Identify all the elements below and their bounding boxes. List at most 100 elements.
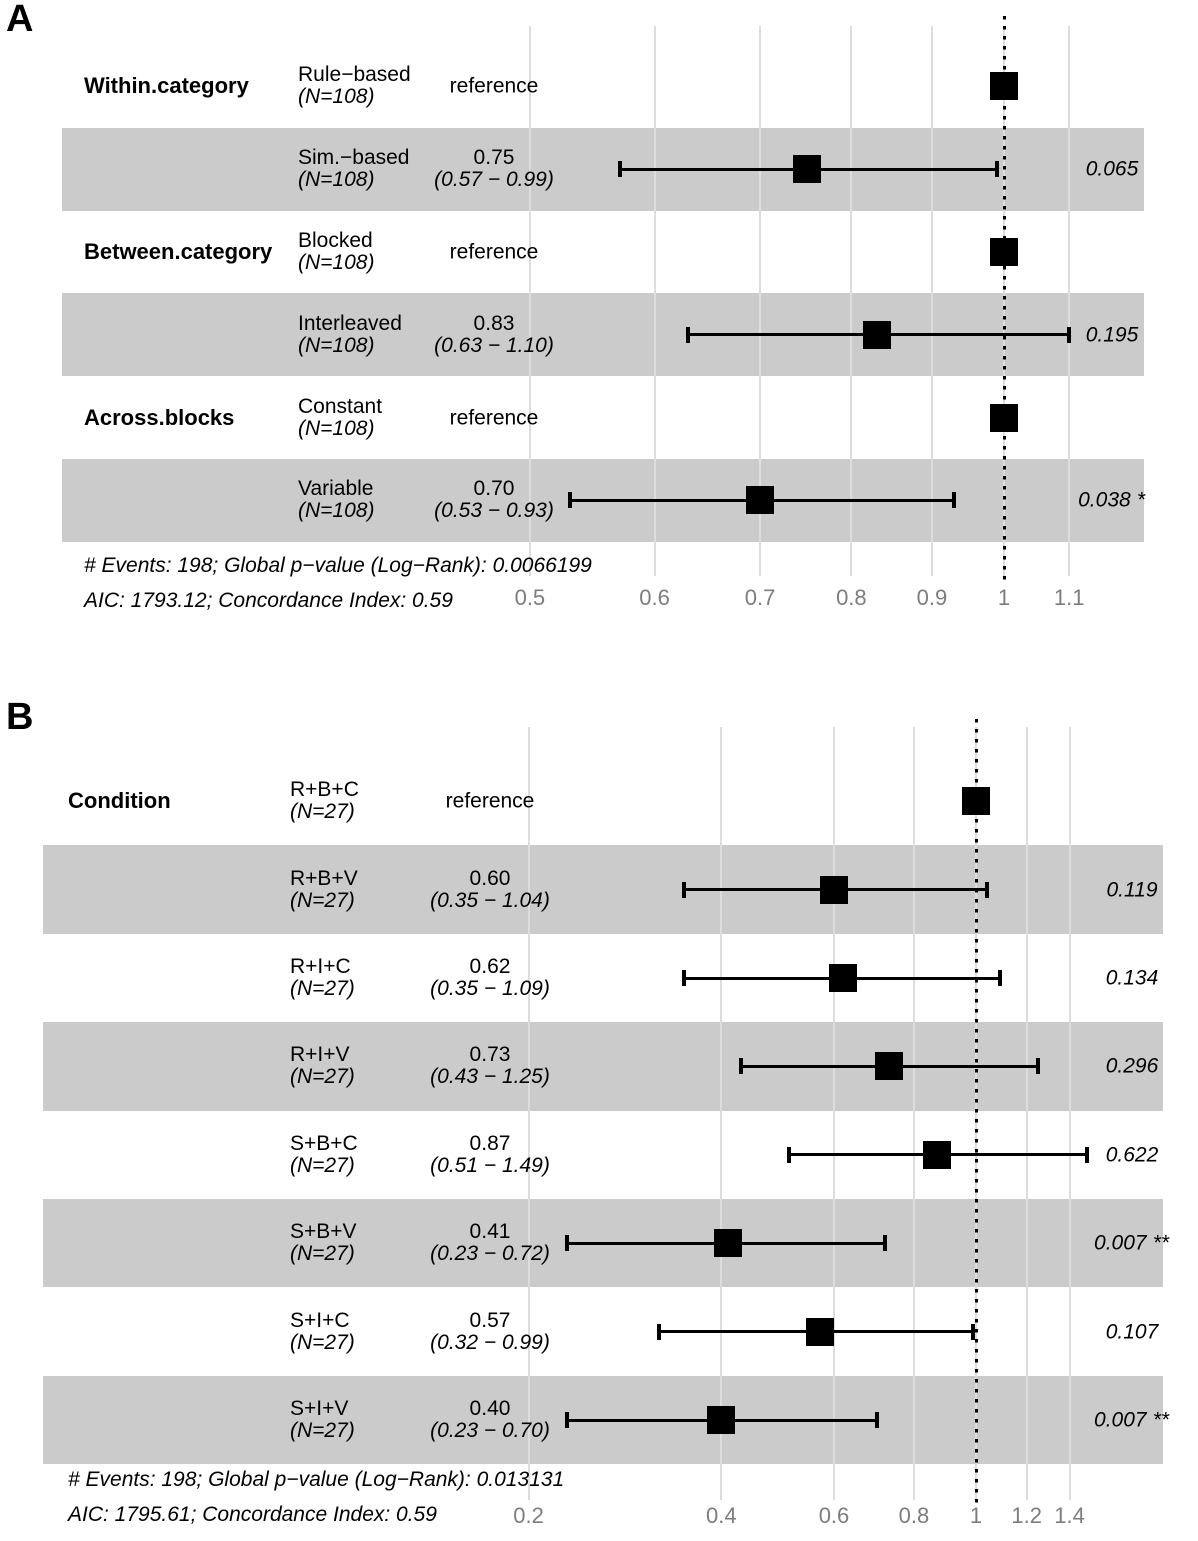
p-value-text: 0.007 — [1094, 1408, 1147, 1432]
level-name: Rule−based — [298, 63, 411, 87]
x-gridline — [1068, 727, 1071, 1500]
variable-name-label: Condition — [68, 788, 171, 814]
reference-estimate-label: reference — [449, 74, 539, 98]
x-axis-tick-label: 0.6 — [818, 1503, 850, 1528]
ci-upper-whisker — [995, 161, 1000, 178]
level-label: R+I+C (N=27) — [290, 956, 355, 1000]
level-name: S+B+V — [290, 1220, 357, 1244]
level-n-label: (N=27) — [290, 1330, 355, 1354]
p-value-text: 0.007 — [1094, 1231, 1147, 1255]
level-label: S+B+C (N=27) — [290, 1132, 358, 1177]
hr-ci-label: (0.35 − 1.09) — [430, 977, 550, 1000]
hr-value: 0.83 — [473, 311, 515, 335]
ci-lower-whisker — [739, 1058, 744, 1075]
significance-stars: ** — [1153, 1408, 1170, 1432]
x-gridline — [832, 727, 835, 1500]
hr-ci-label: (0.63 − 1.10) — [434, 333, 554, 357]
hr-value: 0.60 — [469, 866, 511, 890]
hr-ci-label: (0.35 − 1.04) — [430, 888, 550, 912]
hr-ci-label: (0.57 − 0.99) — [434, 168, 554, 192]
level-name: S+I+V — [290, 1397, 349, 1420]
x-gridline — [1025, 727, 1028, 1500]
level-n-label: (N=27) — [290, 1242, 355, 1266]
level-n-label: (N=108) — [298, 251, 375, 274]
level-label: R+B+V (N=27) — [290, 867, 358, 912]
level-name: Constant — [298, 394, 383, 418]
hr-point-marker — [862, 320, 891, 349]
hr-point-marker — [805, 1317, 834, 1346]
x-gridline — [1068, 26, 1071, 576]
hr-ci-label: (0.32 − 0.99) — [430, 1330, 550, 1354]
ci-lower-whisker — [565, 1412, 570, 1428]
ci-upper-whisker — [997, 970, 1002, 986]
p-value-text: 0.622 — [1105, 1143, 1159, 1167]
reference-estimate-label: reference — [449, 406, 539, 430]
hazard-ratio-label: 0.60 (0.35 − 1.04) — [430, 866, 550, 912]
x-axis-tick-label: 0.8 — [898, 1503, 930, 1528]
panel-a-events-footnote: # Events: 198; Global p−value (Log−Rank)… — [84, 554, 592, 577]
hr-point-marker — [874, 1052, 903, 1081]
level-n-label: (N=27) — [290, 1419, 355, 1442]
level-n-label: (N=108) — [298, 85, 375, 109]
hazard-ratio-label: 0.73 (0.43 − 1.25) — [430, 1044, 550, 1088]
level-label: R+B+C (N=27) — [290, 779, 359, 823]
hr-value: 0.87 — [469, 1131, 511, 1155]
p-value-label: 0.195 — [1086, 324, 1139, 345]
x-axis-tick-label: 1.4 — [1054, 1503, 1085, 1528]
p-value-text: 0.038 — [1078, 488, 1131, 512]
panel-a-aic-footnote: AIC: 1793.12; Concordance Index: 0.59 — [84, 589, 453, 612]
hr-value: 0.57 — [469, 1308, 511, 1332]
hr-point-marker — [990, 72, 1018, 101]
x-gridline — [653, 26, 656, 576]
x-axis-tick-label: 0.8 — [836, 585, 867, 610]
level-n-label: (N=108) — [298, 416, 375, 440]
hr-value: 0.70 — [473, 477, 515, 501]
p-value-text: 0.107 — [1105, 1320, 1159, 1344]
ci-upper-whisker — [971, 1323, 976, 1340]
hr-value: 0.40 — [469, 1397, 511, 1420]
row-shaded-band — [43, 845, 1163, 934]
p-value-text: 0.065 — [1085, 157, 1139, 181]
level-name: R+B+C — [290, 778, 359, 802]
ci-upper-whisker — [1084, 1146, 1089, 1163]
variable-name-label: Between.category — [84, 239, 273, 264]
hr-point-marker — [829, 964, 858, 992]
level-label: S+I+C (N=27) — [290, 1309, 355, 1354]
hr-point-marker — [990, 238, 1018, 266]
hazard-ratio-label: 0.75 (0.57 − 0.99) — [434, 147, 554, 191]
level-label: Constant (N=108) — [298, 394, 383, 440]
reference-dotted-line — [974, 719, 978, 1505]
hr-point-marker — [793, 155, 822, 184]
panel-b-events-footnote: # Events: 198; Global p−value (Log−Rank)… — [68, 1468, 565, 1491]
x-axis-tick-label: 0.2 — [513, 1503, 544, 1528]
p-value-text: 0.195 — [1085, 323, 1139, 347]
hr-ci-label: (0.23 − 0.72) — [430, 1242, 550, 1266]
panel-b-letter: B — [6, 696, 34, 738]
x-gridline — [527, 727, 530, 1500]
p-value-label: 0.107 — [1106, 1321, 1159, 1342]
level-label: S+B+V (N=27) — [290, 1221, 357, 1265]
level-n-label: (N=27) — [290, 1065, 355, 1089]
hr-value: 0.41 — [469, 1220, 511, 1244]
x-gridline — [759, 26, 762, 576]
hr-value: 0.75 — [473, 146, 515, 170]
level-n-label: (N=27) — [290, 800, 355, 824]
level-label: Variable (N=108) — [298, 478, 374, 522]
hr-point-marker — [990, 403, 1018, 432]
hr-point-marker — [707, 1406, 736, 1434]
ci-lower-whisker — [682, 881, 687, 898]
x-axis-tick-label: 1 — [997, 585, 1011, 610]
x-axis-tick-label: 0.9 — [916, 585, 948, 610]
panel-b-aic-footnote: AIC: 1795.61; Concordance Index: 0.59 — [68, 1503, 437, 1526]
hazard-ratio-label: 0.70 (0.53 − 0.93) — [434, 478, 554, 522]
level-name: Interleaved — [298, 311, 402, 335]
p-value-label: 0.119 — [1107, 879, 1158, 900]
x-gridline — [850, 26, 853, 576]
ci-lower-whisker — [786, 1146, 791, 1163]
p-value-label: 0.038 * — [1078, 490, 1146, 511]
ci-upper-whisker — [1036, 1058, 1041, 1075]
level-n-label: (N=108) — [298, 333, 375, 357]
